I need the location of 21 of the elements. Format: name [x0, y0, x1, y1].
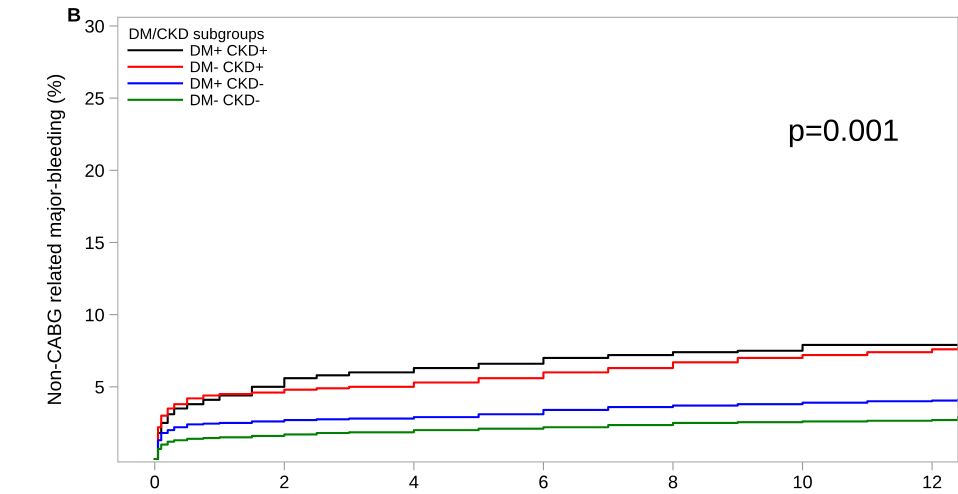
legend-label: DM+ CKD- — [190, 78, 264, 89]
text: B — [68, 8, 80, 22]
annotation: p=0.001 — [790, 119, 898, 148]
y-tick-label: 25 — [85, 92, 104, 105]
y-tick-label: 30 — [85, 20, 104, 33]
legend-label: DM+ CKD+ — [190, 44, 267, 56]
x-tick-label: 4 — [409, 476, 418, 488]
legend-label: DM- CKD+ — [190, 61, 264, 72]
x-tick-label: 6 — [539, 476, 548, 488]
y-tick-label: 15 — [86, 236, 104, 250]
x-tick-label: 8 — [668, 476, 678, 488]
x-tick-label: 2 — [280, 476, 288, 488]
y-tick-label: 10 — [86, 308, 104, 322]
x-tick-label: 0 — [150, 476, 160, 488]
y-tick-label: 5 — [95, 380, 104, 394]
y-tick-label: 20 — [85, 164, 104, 178]
legend-label: DM- CKD- — [190, 94, 260, 106]
x-tick-label: 12 — [923, 476, 942, 488]
x-tick-label: 10 — [794, 476, 812, 488]
legend-title: DM/CKD subgroups — [130, 28, 264, 42]
y-axis-title: Non-CABG related major-bleeding (%) — [46, 74, 66, 404]
